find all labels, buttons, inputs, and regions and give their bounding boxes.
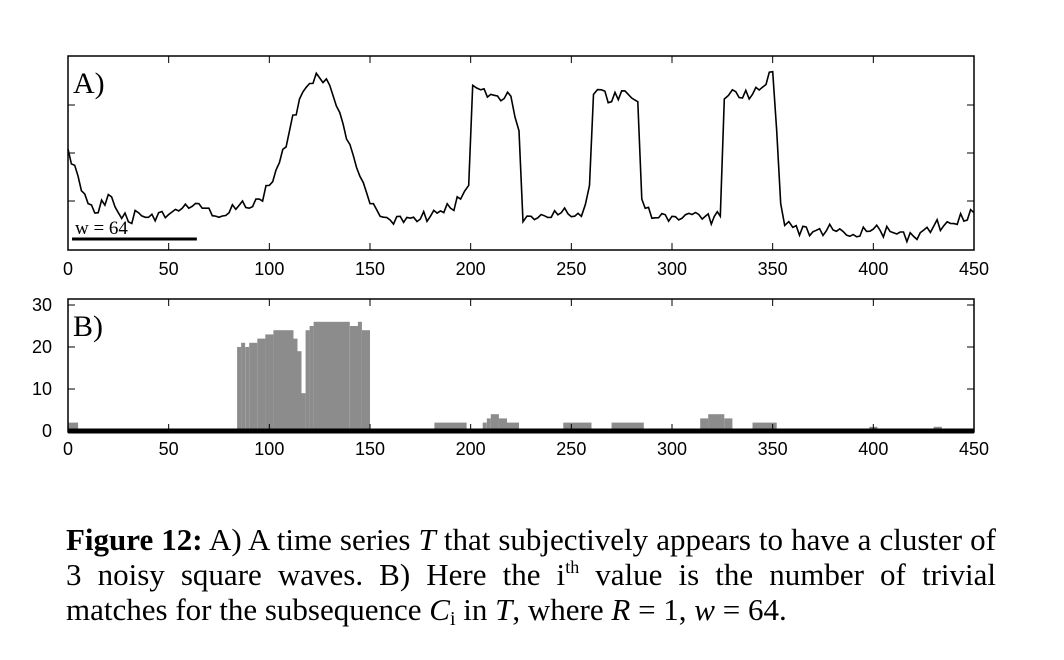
match-bar: [293, 338, 298, 431]
trivial-match-bars: [68, 321, 942, 431]
series-line: [67, 70, 975, 244]
match-bar: [357, 321, 362, 431]
match-bar: [309, 326, 314, 431]
x-tick-label: 0: [63, 439, 73, 459]
match-bar: [752, 422, 777, 431]
match-bar: [482, 422, 487, 431]
x-tick-label: 250: [556, 439, 586, 459]
x-tick-label: 350: [758, 439, 788, 459]
match-bar: [273, 330, 294, 431]
x-tick-label: 200: [456, 439, 486, 459]
x-tick-label: 150: [355, 439, 385, 459]
match-bar: [265, 334, 274, 431]
x-tick-label: 100: [254, 259, 284, 279]
match-bar: [257, 338, 266, 431]
y-tick-label: 0: [42, 421, 52, 441]
match-bar: [249, 342, 258, 431]
match-bar: [611, 422, 644, 431]
x-tick-label: 400: [858, 439, 888, 459]
x-tick-label: 200: [456, 259, 486, 279]
panel-b-x-tick-labels: 0 50 100 150 200 250 300 350 400 450: [63, 439, 989, 459]
y-tick-label: 30: [32, 295, 52, 315]
match-bar: [498, 418, 507, 431]
match-bar: [361, 330, 370, 431]
window-length-label: w = 64: [75, 218, 128, 239]
panel-b-frame: [67, 298, 975, 433]
match-bar: [241, 342, 246, 431]
x-tick-label: 50: [159, 439, 179, 459]
x-tick-label: 250: [556, 259, 586, 279]
panel-b-y-tick-labels: 0 10 20 30: [32, 295, 52, 441]
panel-a-frame: [67, 55, 975, 251]
panel-a-label: A): [73, 67, 105, 100]
y-tick-label: 20: [32, 337, 52, 357]
x-tick-label: 450: [959, 439, 989, 459]
caption-text: that subjectively appears to have a clus…: [66, 522, 996, 592]
caption-var-r: R: [611, 592, 631, 627]
match-bar: [313, 321, 350, 431]
caption-figure-label: Figure 12:: [66, 522, 203, 557]
match-bar: [486, 418, 491, 431]
panel-b: 0 50 100 150 200 250 300 350 400 450 0 10 20 30 B): [32, 295, 989, 459]
match-bar: [434, 422, 467, 431]
x-tick-label: 300: [657, 259, 687, 279]
caption-text: = 64.: [714, 592, 787, 627]
match-bar: [700, 418, 709, 431]
caption-var-w: w: [694, 592, 715, 627]
panel-a-ticks: [67, 56, 975, 250]
match-bar: [297, 351, 302, 431]
match-bar: [506, 422, 519, 431]
panel-b-label: B): [73, 310, 103, 343]
match-bar: [245, 347, 250, 431]
y-tick-label: 10: [32, 379, 52, 399]
x-tick-label: 350: [758, 259, 788, 279]
x-tick-label: 300: [657, 439, 687, 459]
caption-text: in: [455, 592, 496, 627]
match-bar: [490, 414, 499, 431]
caption-text: A) A time series: [202, 522, 419, 557]
x-tick-label: 400: [858, 259, 888, 279]
caption-superscript: th: [565, 557, 580, 577]
caption-text: , where: [512, 592, 612, 627]
match-bar: [708, 414, 725, 431]
panel-a: 0 50 100 150 200 250 300 350 400 450 A) w = 64: [63, 55, 989, 279]
match-bar: [305, 330, 310, 431]
match-bar: [237, 347, 242, 431]
match-bar: [724, 418, 733, 431]
x-tick-label: 0: [63, 259, 73, 279]
x-tick-label: 50: [159, 259, 179, 279]
caption-subscript: i: [449, 608, 456, 630]
caption-text: = 1,: [630, 592, 695, 627]
caption-var-t: T: [495, 592, 513, 627]
match-bar: [68, 422, 79, 431]
panel-b-ticks: [67, 299, 975, 432]
figure-caption: Figure 12: A) A time series T that subje…: [66, 522, 996, 630]
match-bar: [563, 422, 592, 431]
panel-a-x-tick-labels: 0 50 100 150 200 250 300 350 400 450: [63, 259, 989, 279]
x-tick-label: 450: [959, 259, 989, 279]
match-bar: [301, 393, 306, 431]
caption-var-t: T: [418, 522, 436, 557]
x-tick-label: 100: [254, 439, 284, 459]
caption-var-c: C: [429, 592, 450, 627]
match-bar: [349, 326, 358, 431]
x-tick-label: 150: [355, 259, 385, 279]
caption-text: value is the number of trivial matches f…: [66, 557, 996, 627]
